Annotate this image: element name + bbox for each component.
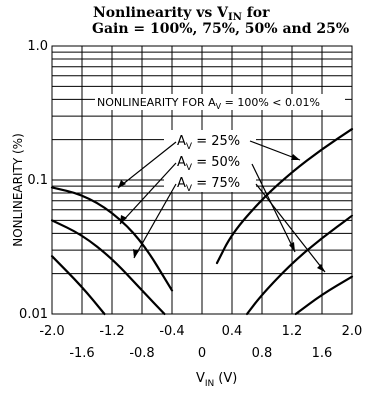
arrow-50-left: [119, 162, 177, 225]
x-tick-label-top: 1.2: [282, 324, 303, 339]
x-tick-label-top: -2.0: [39, 324, 64, 339]
chart-curves: [50, 127, 354, 316]
series-label-75: AV = 75%: [177, 176, 240, 194]
x-tick-label-bottom: 1.6: [312, 346, 333, 361]
x-axis-label: VIN (V): [196, 371, 237, 389]
y-tick-label-1-0: 1.0: [27, 39, 48, 54]
y-axis-label: NONLINEARITY (%): [11, 133, 25, 247]
arrowhead-50-left: [120, 215, 127, 224]
curve-75-right: [294, 275, 354, 316]
x-tick-label-bottom: -0.8: [129, 346, 154, 361]
curve-25-left: [50, 186, 174, 292]
arrowhead-75-right: [317, 264, 325, 272]
series-arrows: [117, 140, 326, 273]
arrowhead-50-right: [289, 242, 295, 252]
annotation-100-text: NONLINEARITY FOR AV = 100% < 0.01%: [97, 96, 320, 111]
arrow-50-right: [251, 163, 296, 253]
arrowhead-75-left: [133, 249, 139, 258]
series-label-25: AV = 25%: [177, 134, 240, 152]
y-tick-label-0-01: 0.01: [19, 307, 48, 322]
x-tick-label-top: 0.4: [222, 324, 243, 339]
x-tick-label-bottom: 0.8: [252, 346, 273, 361]
curve-50-left: [50, 219, 166, 316]
y-tick-label-0-1: 0.1: [27, 173, 48, 188]
x-tick-label-top: -1.2: [99, 324, 124, 339]
annotation-100-background: [95, 94, 345, 110]
chart-title-line1: Nonlinearity vs VIN for: [93, 5, 270, 23]
arrow-75-right: [255, 183, 326, 273]
x-tick-label-top: 2.0: [342, 324, 363, 339]
curve-25-right: [215, 127, 354, 265]
arrow-75-left: [133, 183, 177, 259]
x-tick-label-bottom: 0: [198, 346, 206, 361]
x-tick-label-bottom: -1.6: [69, 346, 94, 361]
arrowhead-25-right: [291, 154, 300, 160]
x-tick-labels: -2.0 -1.2 -0.4 0.4 1.2 2.0 -1.6 -0.8 0 0.8 1.6: [39, 324, 362, 361]
arrowhead-25-left: [118, 180, 126, 188]
chart-title-line2: Gain = 100%, 75%, 50% and 25%: [92, 21, 349, 37]
series-label-background: [164, 130, 256, 192]
arrow-25-right: [249, 140, 301, 161]
arrow-25-left: [117, 141, 177, 189]
curve-75-left: [50, 255, 106, 316]
curve-50-right: [245, 214, 354, 316]
x-tick-label-top: -0.4: [159, 324, 184, 339]
series-label-50: AV = 50%: [177, 155, 240, 173]
